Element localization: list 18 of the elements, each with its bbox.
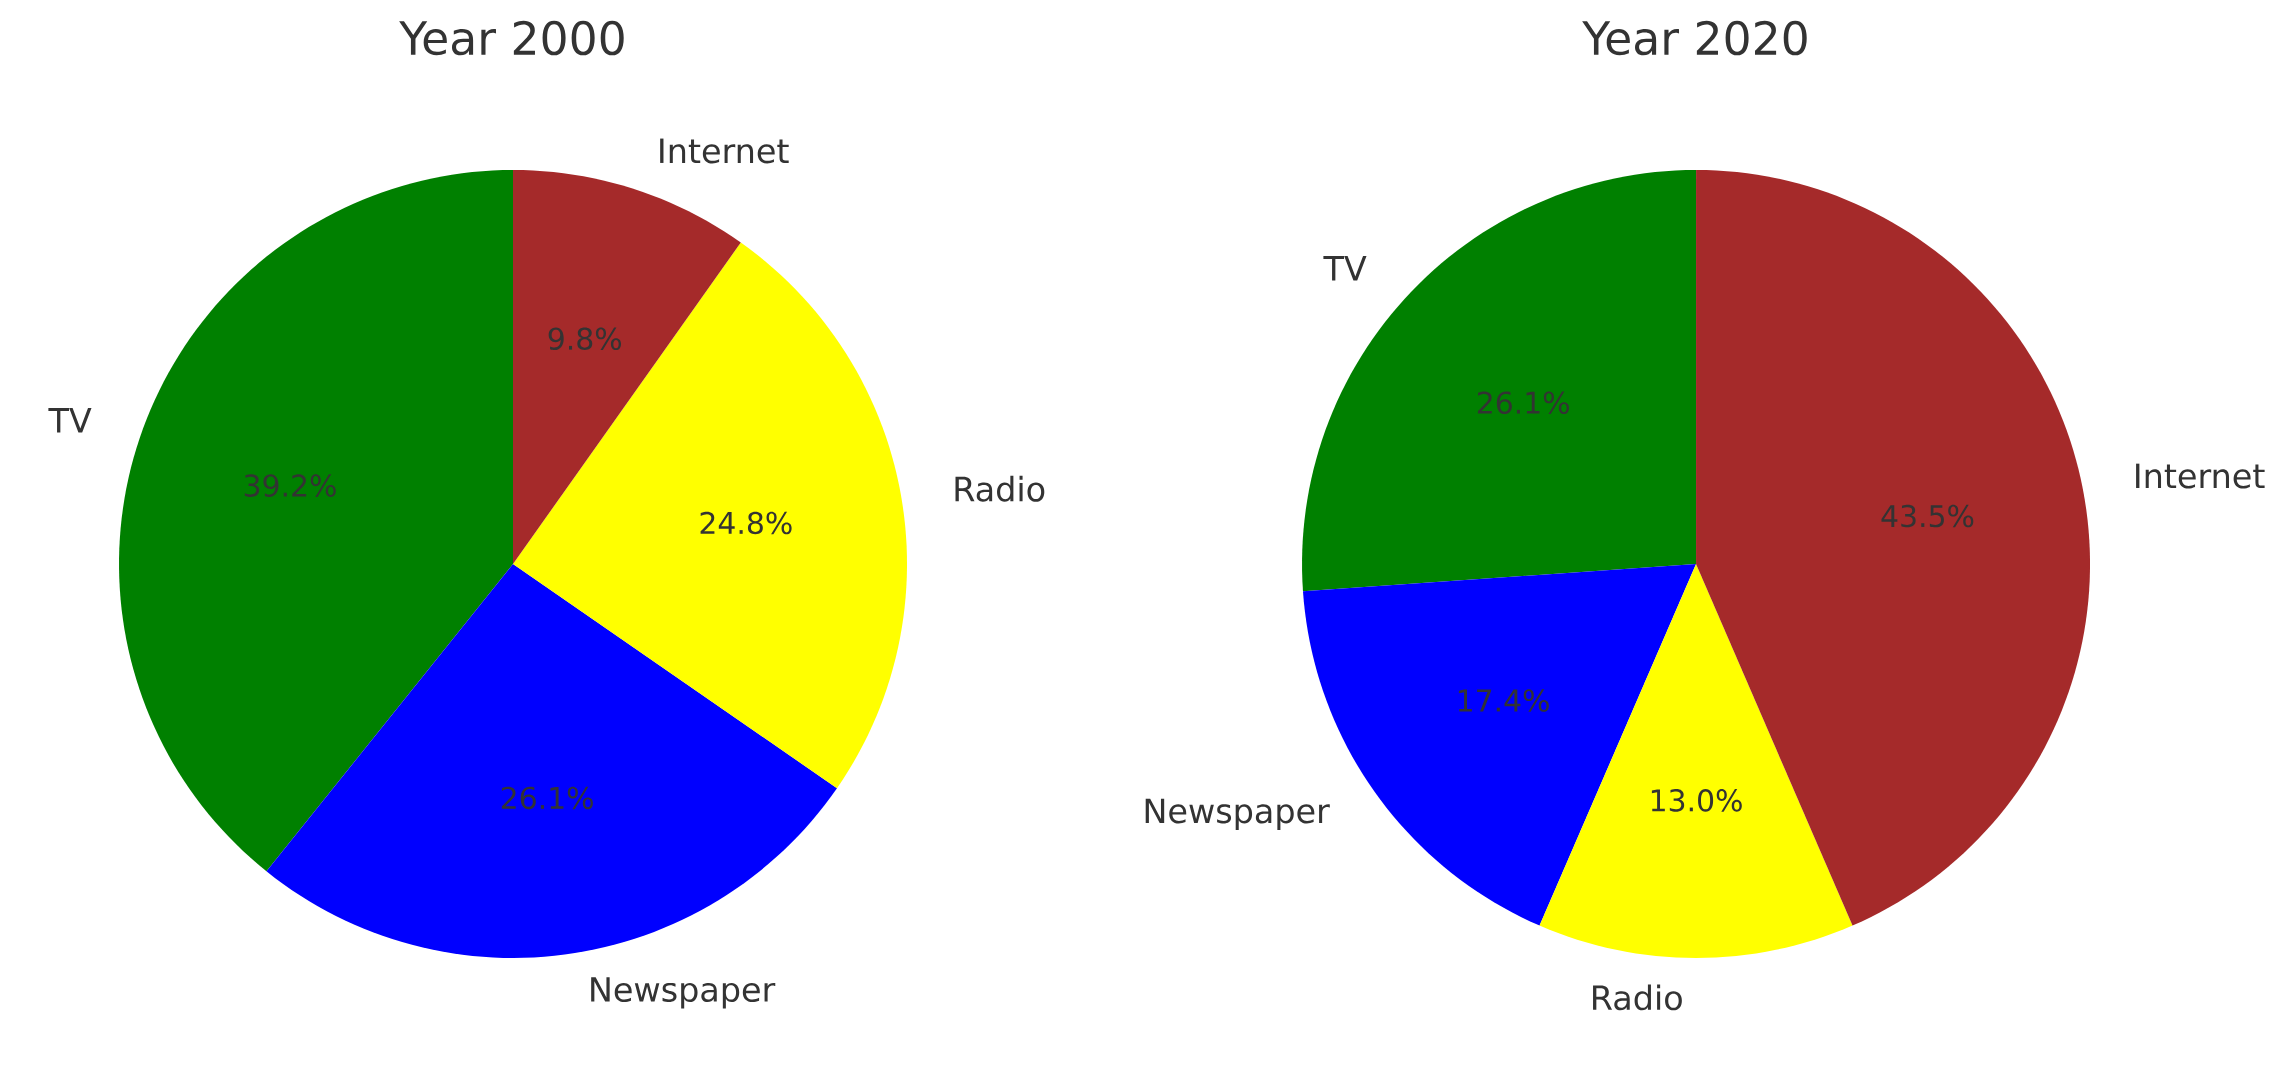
- data-label: 43.5%: [1881, 504, 1974, 528]
- data-label: 13.0%: [1651, 789, 1742, 812]
- data-label: 9.8%: [548, 327, 622, 351]
- data-label: 26.1%: [501, 786, 593, 810]
- slice-label: Internet: [2136, 463, 2265, 489]
- slice-label: Radio: [1593, 984, 1682, 1011]
- slice-label: TV: [48, 408, 92, 433]
- data-label: 17.4%: [1458, 689, 1549, 712]
- slice-label: Newspaper: [1145, 798, 1330, 830]
- data-label: 39.2%: [244, 474, 336, 497]
- slice-label: Radio: [955, 475, 1045, 502]
- slice-label: Internet: [660, 138, 789, 164]
- slice-label: Newspaper: [591, 977, 776, 1009]
- chart-title: Year 2020: [1582, 20, 1807, 56]
- data-label: 24.8%: [700, 511, 792, 535]
- chart-title: Year 2000: [399, 20, 624, 56]
- slice-label: TV: [1323, 256, 1367, 281]
- data-label: 26.1%: [1477, 391, 1569, 414]
